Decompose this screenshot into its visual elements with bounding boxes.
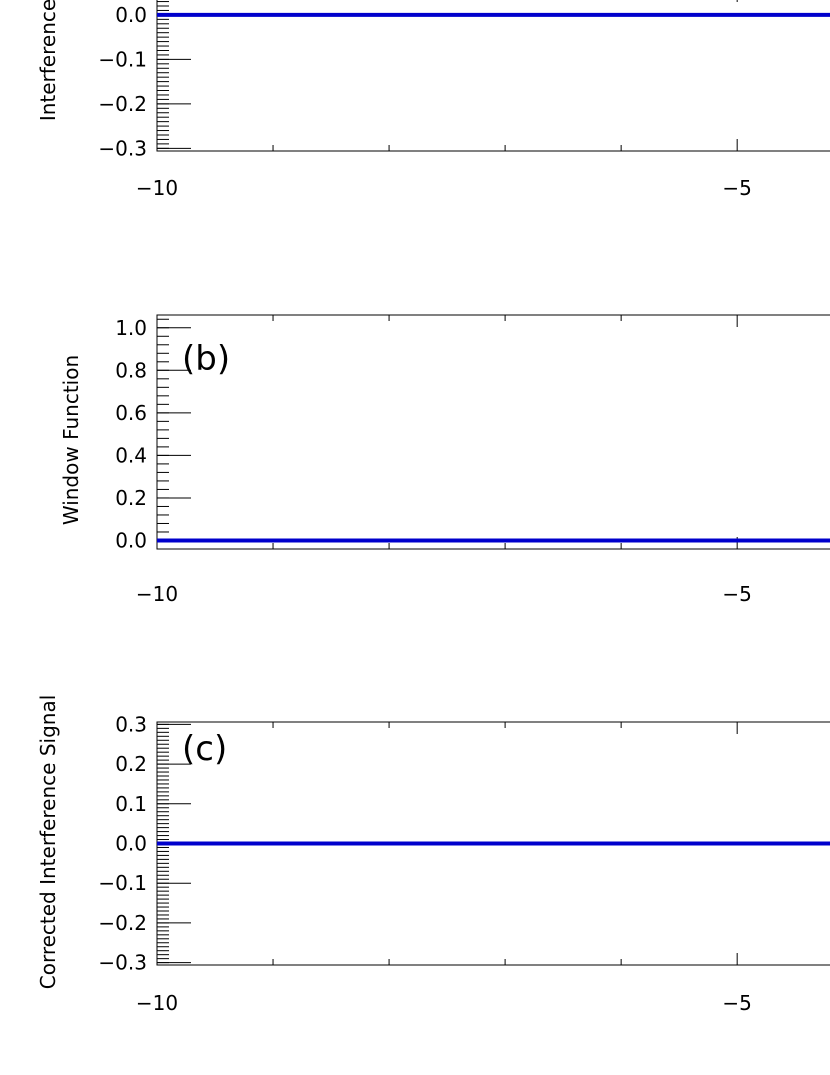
y-tick-label: 0.4: [115, 443, 147, 467]
y-tick-label: 0.6: [115, 401, 147, 425]
y-tick-label: −0.2: [98, 92, 147, 116]
x-tick-label: −10: [136, 176, 178, 200]
x-tick-label: −10: [136, 991, 178, 1015]
plot-frame: [156, 0, 830, 152]
y-tick-label: −0.3: [98, 136, 147, 160]
panel-1: 0.0 −0.1 −0.2 −0.3 −10 −5 Interference: [36, 0, 830, 200]
panel-label: (c): [182, 729, 227, 769]
y-tick-label: 0.0: [115, 528, 147, 552]
x-tick-label: −10: [136, 582, 178, 606]
y-axis-label: Corrected Interference Signal: [36, 695, 60, 990]
y-tick-label: 0.0: [115, 3, 147, 27]
y-tick-label: −0.1: [98, 47, 147, 71]
y-axis-label: Window Function: [59, 355, 83, 525]
panel-3: 0.3 0.2 0.1 0.0 −0.1 −0.2 −0.3 −10 −5 Corrected I…: [36, 695, 830, 1015]
x-tick-label: −5: [722, 582, 751, 606]
y-tick-label: 0.1: [115, 792, 147, 816]
plot-frame: [156, 314, 830, 550]
y-tick-label: −0.3: [98, 951, 147, 975]
y-tick-label: 0.0: [115, 832, 147, 856]
y-axis-label: Interference: [36, 0, 60, 121]
y-tick-label: 1.0: [115, 316, 147, 340]
y-tick-label: 0.8: [115, 358, 147, 382]
x-tick-label: −5: [722, 176, 751, 200]
y-tick-label: 0.2: [115, 752, 147, 776]
y-tick-label: 0.3: [115, 712, 147, 736]
y-tick-label: −0.2: [98, 911, 147, 935]
y-tick-label: −0.1: [98, 871, 147, 895]
x-tick-label: −5: [722, 991, 751, 1015]
panel-label: (b): [182, 339, 230, 379]
y-tick-label: 0.2: [115, 486, 147, 510]
panel-2: 1.0 0.8 0.6 0.4 0.2 0.0 −10 −5 Window Function (b…: [59, 314, 830, 606]
